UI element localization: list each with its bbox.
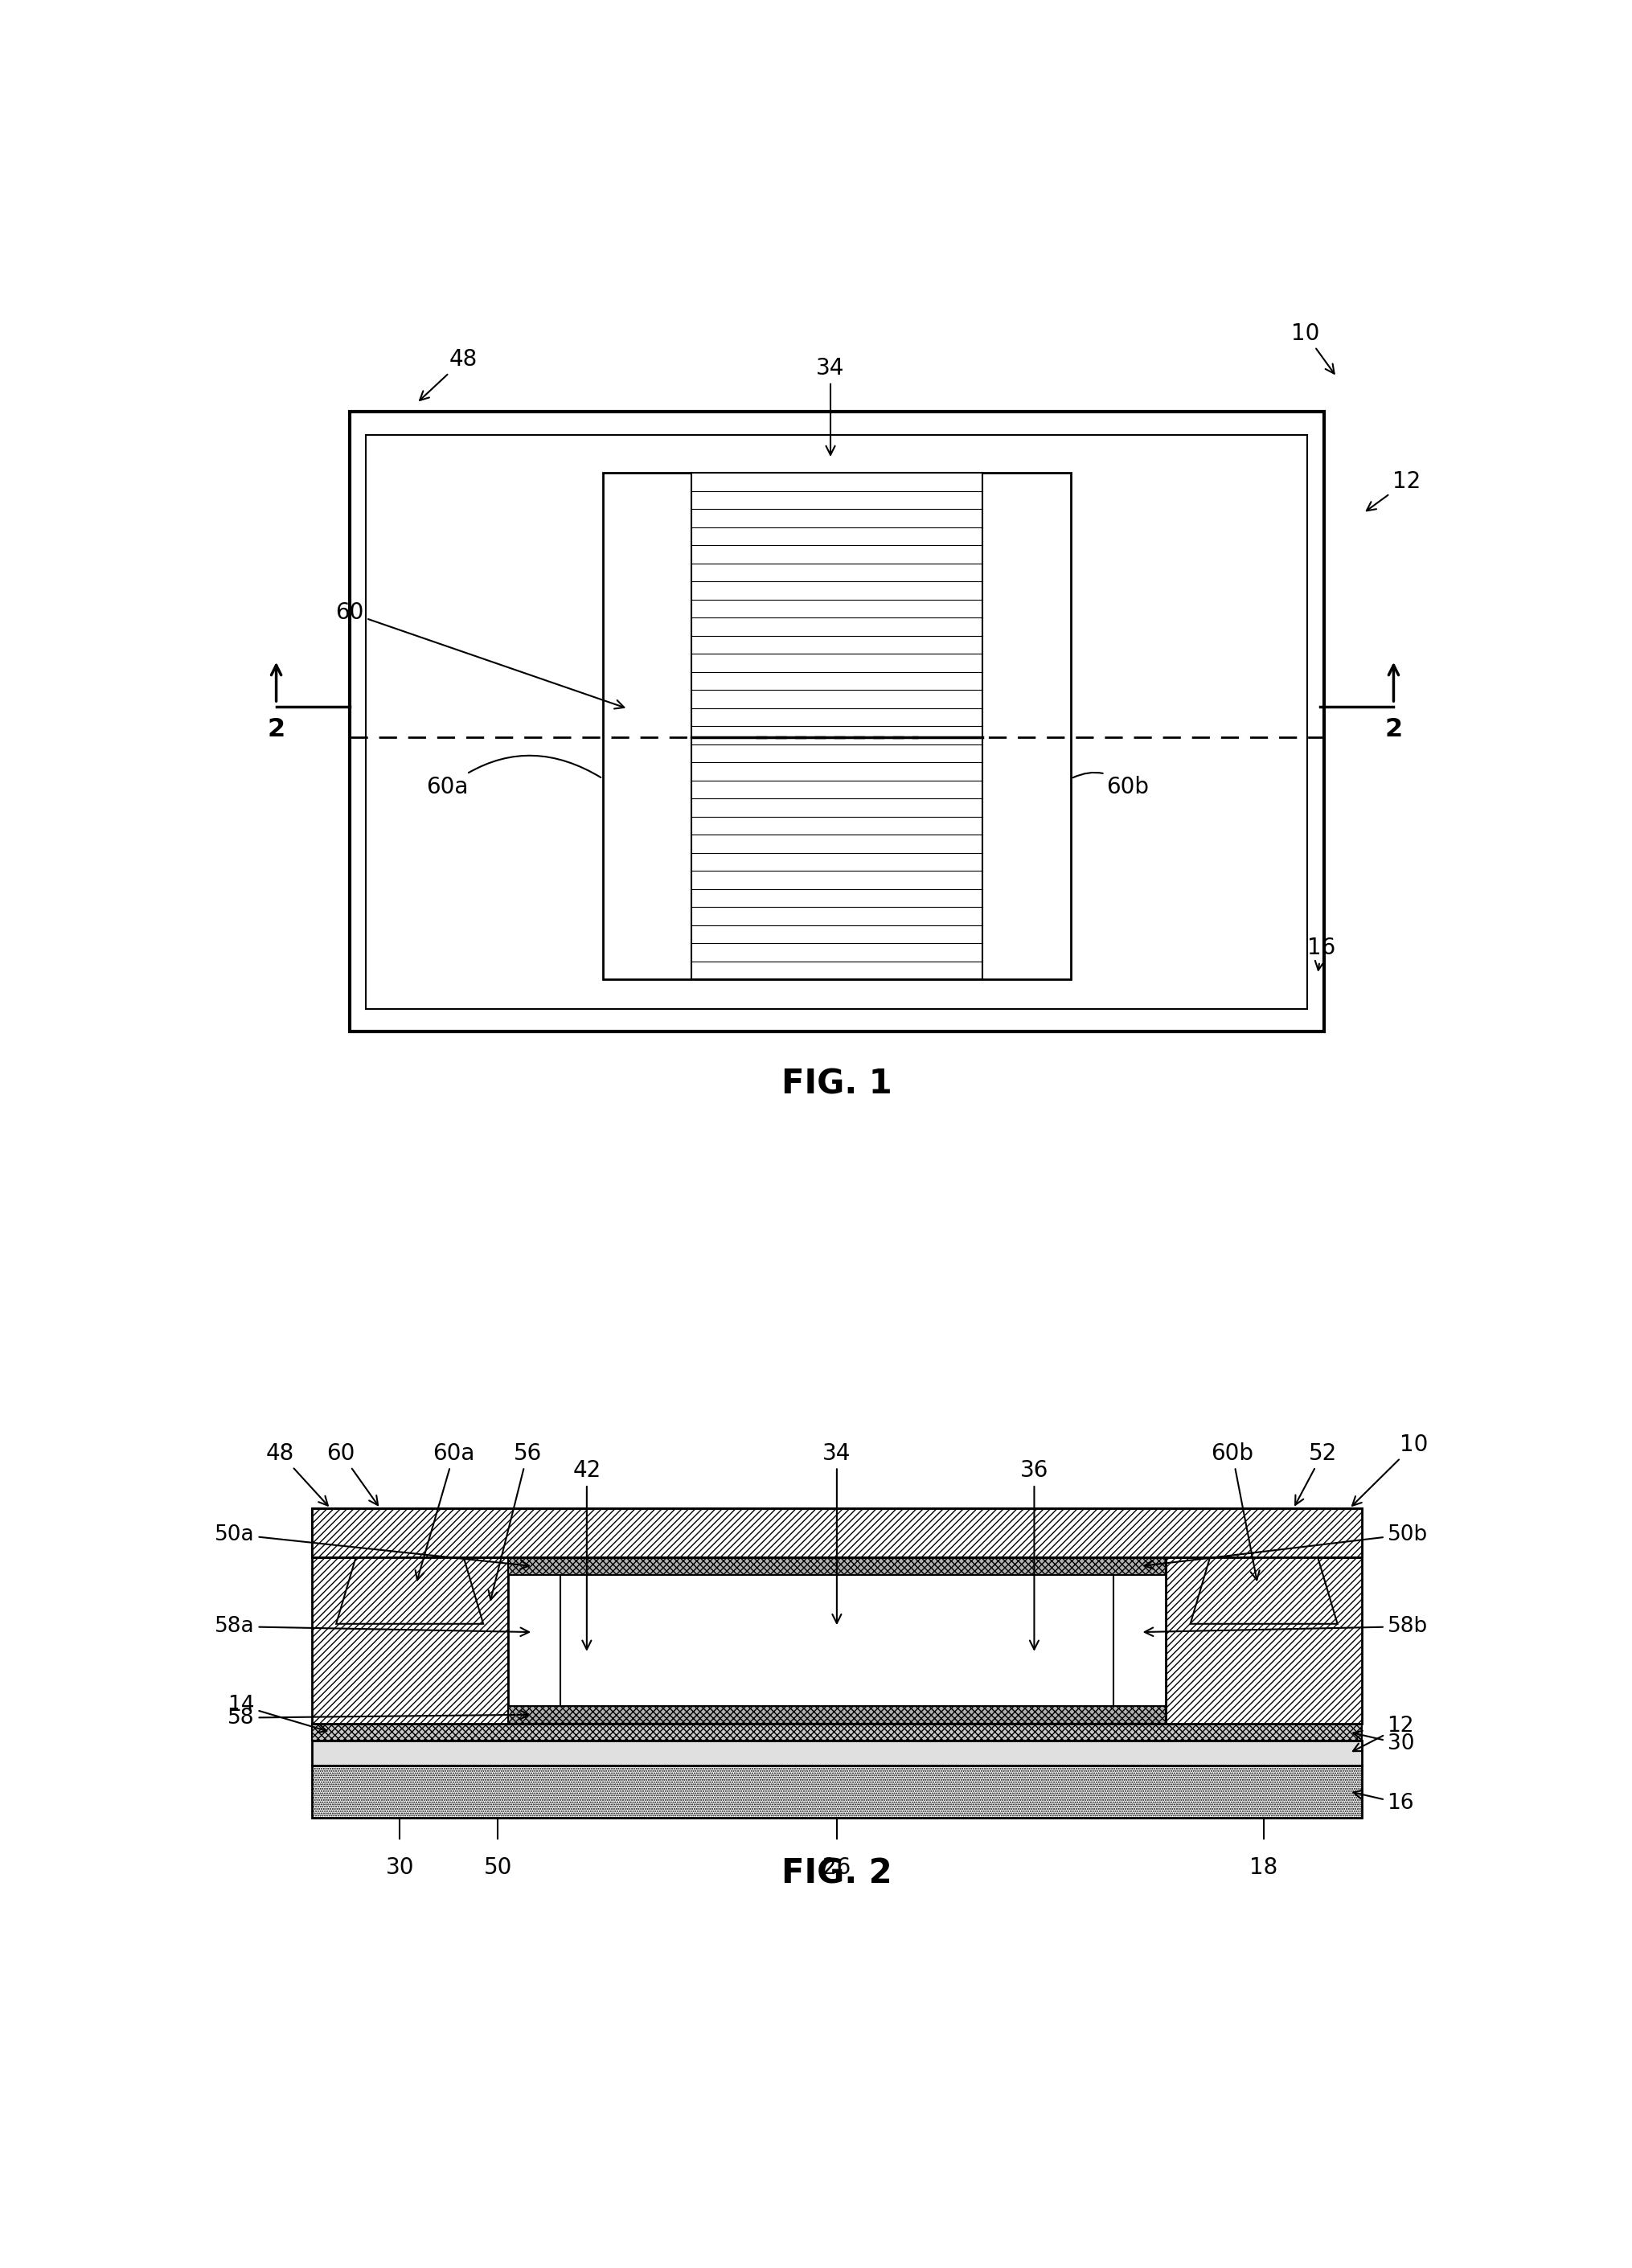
Bar xyxy=(508,1706,1165,1724)
Text: 12: 12 xyxy=(1366,469,1420,510)
Text: 58: 58 xyxy=(228,1708,529,1728)
Text: 52: 52 xyxy=(1294,1442,1337,1506)
Bar xyxy=(508,1558,1165,1574)
Bar xyxy=(349,413,1324,1032)
Text: 10: 10 xyxy=(1351,1433,1428,1506)
Polygon shape xyxy=(336,1558,483,1624)
Text: 14: 14 xyxy=(228,1694,326,1733)
Bar xyxy=(312,1508,1361,1558)
Text: 50: 50 xyxy=(483,1855,512,1878)
Text: 60a: 60a xyxy=(415,1442,475,1581)
Bar xyxy=(690,474,982,980)
Text: 48: 48 xyxy=(419,349,478,401)
Text: 48: 48 xyxy=(266,1442,328,1506)
Text: 56: 56 xyxy=(488,1442,542,1599)
Bar xyxy=(312,1508,1361,1558)
Text: 30: 30 xyxy=(1353,1730,1413,1755)
Bar xyxy=(312,1724,1361,1742)
Bar xyxy=(312,1558,508,1724)
Text: 16: 16 xyxy=(1307,937,1335,971)
Text: 58a: 58a xyxy=(215,1617,529,1637)
Text: 2: 2 xyxy=(268,717,286,742)
Bar xyxy=(602,474,1071,980)
Polygon shape xyxy=(1190,1558,1337,1624)
Text: 10: 10 xyxy=(1291,322,1333,374)
Text: 60b: 60b xyxy=(1072,773,1149,798)
Text: 26: 26 xyxy=(823,1855,850,1878)
Text: 12: 12 xyxy=(1353,1717,1413,1751)
Text: 60b: 60b xyxy=(1211,1442,1258,1581)
Bar xyxy=(1165,1558,1361,1724)
Text: 34: 34 xyxy=(816,356,844,456)
Text: 34: 34 xyxy=(823,1442,850,1624)
Text: 42: 42 xyxy=(573,1461,601,1649)
Text: 16: 16 xyxy=(1353,1789,1413,1814)
Bar xyxy=(508,1558,1165,1724)
Text: 30: 30 xyxy=(385,1855,415,1878)
Text: 18: 18 xyxy=(1248,1855,1278,1878)
Text: 60a: 60a xyxy=(426,755,601,798)
Text: 50b: 50b xyxy=(1144,1524,1426,1569)
Bar xyxy=(312,1765,1361,1817)
Bar xyxy=(366,435,1307,1009)
Text: 2: 2 xyxy=(1384,717,1402,742)
Text: FIG. 1: FIG. 1 xyxy=(782,1068,891,1100)
Text: 50a: 50a xyxy=(215,1524,529,1569)
Text: 58b: 58b xyxy=(1144,1617,1426,1637)
Text: 60: 60 xyxy=(335,601,623,708)
Bar xyxy=(312,1742,1361,1765)
Text: 60: 60 xyxy=(326,1442,377,1506)
Text: FIG. 2: FIG. 2 xyxy=(782,1857,891,1892)
Bar xyxy=(560,1574,1113,1706)
Text: 36: 36 xyxy=(1020,1461,1048,1649)
